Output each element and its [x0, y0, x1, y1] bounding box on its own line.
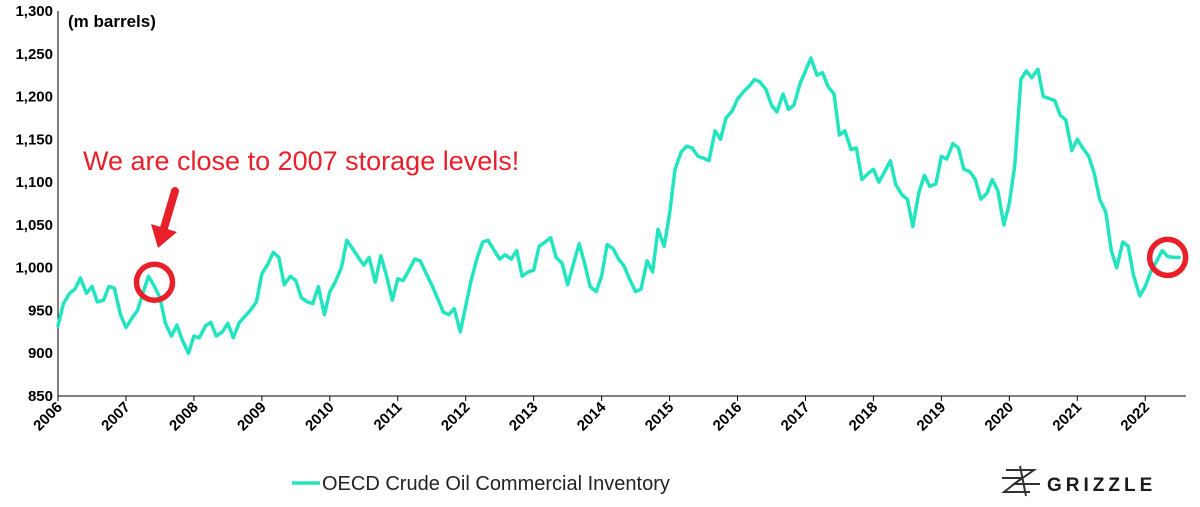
x-tick-label: 2010 [302, 399, 338, 435]
y-tick-label: 1,250 [15, 46, 53, 63]
brand-name: GRIZZLE [1047, 475, 1156, 496]
y-tick-label: 1,050 [15, 217, 53, 234]
x-tick-label: 2013 [506, 399, 542, 435]
x-tick-label: 2011 [371, 399, 406, 434]
x-tick-label: 2008 [166, 399, 202, 435]
x-tick-label: 2018 [846, 399, 882, 435]
y-tick-label: 1,200 [15, 89, 53, 106]
x-tick-label: 2021 [1049, 399, 1085, 435]
y-tick-label: 950 [28, 302, 53, 319]
highlight-circle [133, 261, 176, 303]
legend-label: OECD Crude Oil Commercial Inventory [322, 473, 670, 495]
x-tick-label: 2007 [98, 399, 134, 435]
y-tick-label: 1,100 [15, 174, 53, 191]
highlight-circle [1146, 236, 1189, 279]
x-tick-labels: 2006 2007 2008 2009 2010 2011 2012 2013 2014 2015… [30, 396, 1153, 434]
x-tick-label: 2014 [574, 398, 610, 434]
grizzle-logo-icon [1001, 465, 1040, 497]
x-tick-label: 2016 [710, 399, 746, 435]
y-tick-label: 1,300 [15, 3, 53, 20]
legend: OECD Crude Oil Commercial Inventory [292, 473, 670, 495]
y-tick-label: 850 [28, 388, 53, 405]
x-tick-label: 2019 [914, 399, 950, 435]
x-tick-label: 2022 [1117, 399, 1153, 435]
brand: GRIZZLE [1001, 465, 1156, 497]
x-tick-label: 2020 [982, 399, 1018, 435]
y-tick-label: 1,150 [15, 131, 53, 148]
x-tick-label: 2015 [642, 399, 678, 435]
annotation-text: We are close to 2007 storage levels! [83, 146, 519, 176]
y-tick-label: 1,000 [15, 260, 53, 277]
annotation-arrow-icon [151, 187, 179, 248]
unit-label: (m barrels) [68, 12, 156, 31]
axes [57, 11, 1186, 397]
x-tick-label: 2017 [778, 399, 814, 435]
x-tick-label: 2009 [234, 399, 270, 435]
y-tick-labels: 850 900 950 1,000 1,050 1,100 1,150 1,200 1,250 1… [15, 3, 53, 405]
y-tick-label: 900 [28, 345, 53, 362]
highlight-circles [133, 236, 1189, 303]
x-tick-label: 2012 [438, 399, 474, 435]
series-line-oecd-crude-inventory [56, 56, 1181, 355]
